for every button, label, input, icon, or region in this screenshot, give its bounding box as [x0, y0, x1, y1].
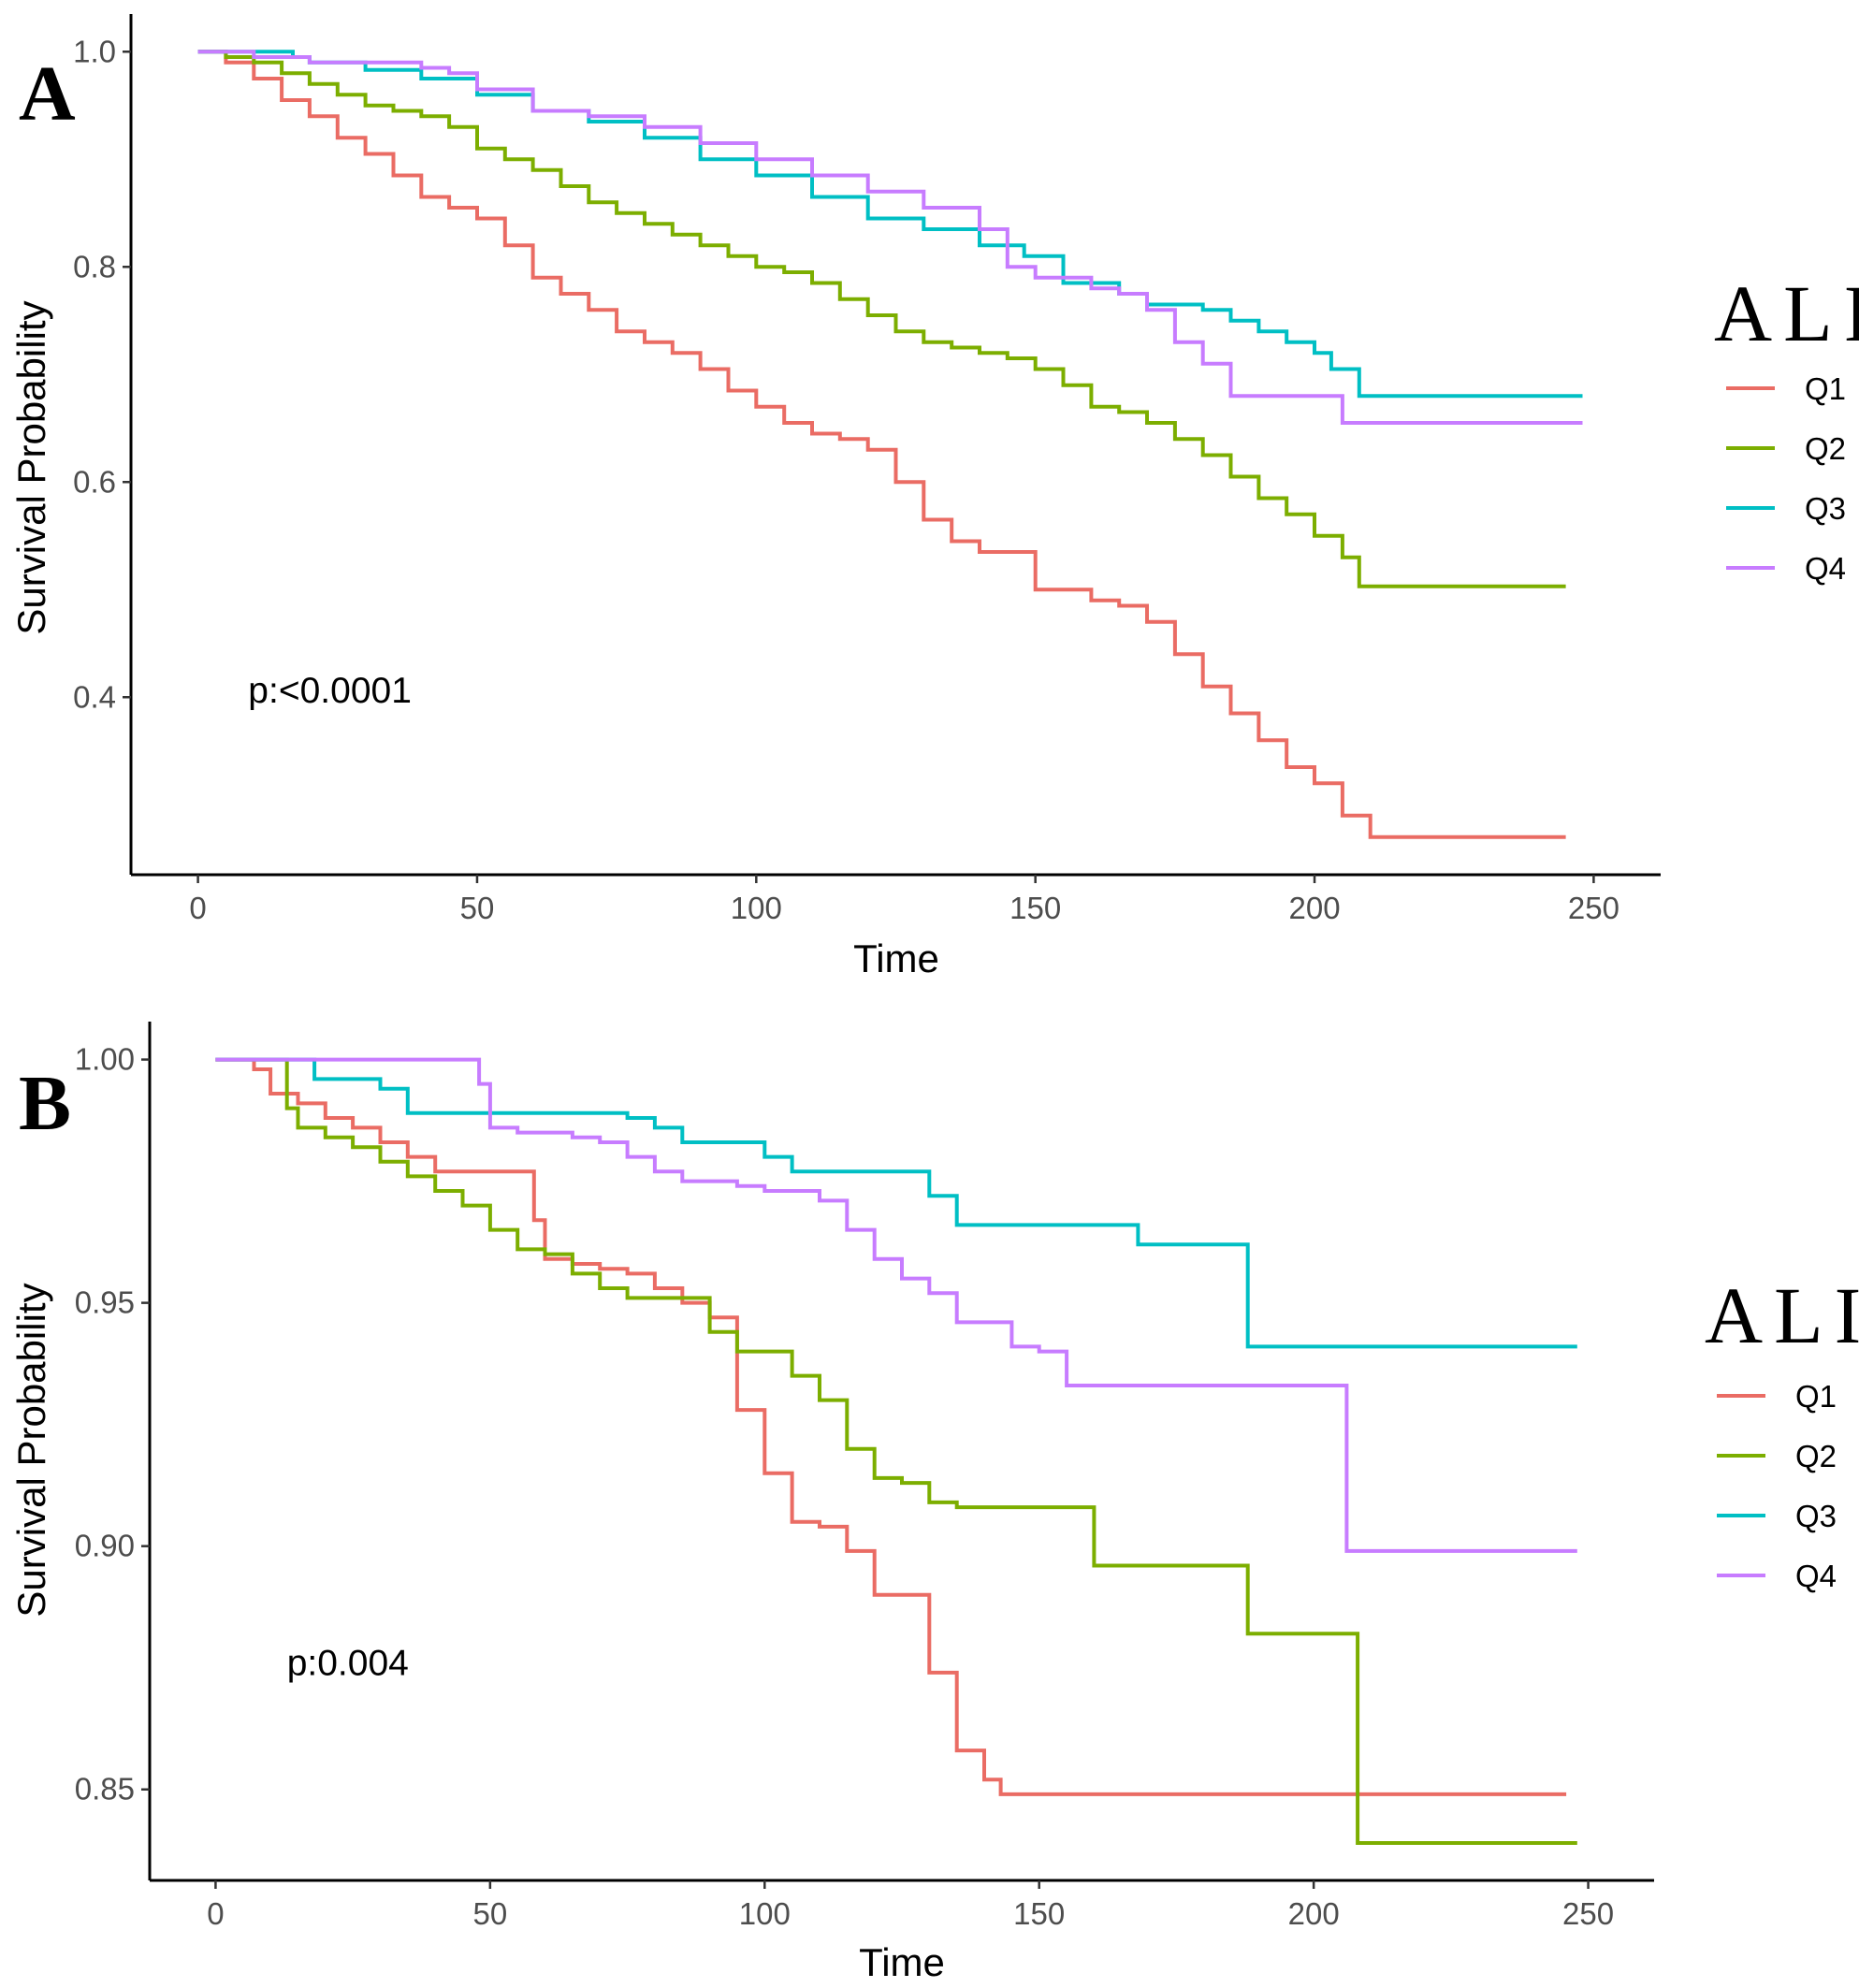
panel-b-series-q2 — [215, 1057, 1577, 1845]
panel-a-y-tick-label: 0.8 — [73, 249, 116, 283]
panel-b-label: B — [19, 1060, 71, 1147]
panel-a-legend-title: ALI — [1714, 268, 1859, 358]
panel-a-x-tick-label: 0 — [189, 891, 206, 925]
panel-a-x-tick-label: 100 — [731, 891, 782, 925]
panel-a-series-q2 — [197, 50, 1566, 588]
panel-b-x-tick-label: 250 — [1562, 1896, 1614, 1931]
panel-b-legend-label-q4: Q4 — [1795, 1559, 1837, 1593]
panel-b-series-q3 — [215, 1057, 1577, 1349]
panel-a-label: A — [19, 51, 76, 138]
panel-b: B Survival Probability Time p:0.004 ALI … — [9, 1022, 1859, 1984]
panel-b-legend-label-q2: Q2 — [1795, 1439, 1837, 1473]
panel-b-y-tick-label: 0.95 — [75, 1285, 135, 1320]
panel-b-x-tick-label: 100 — [739, 1896, 791, 1931]
panel-a-ylabel: Survival Probability — [9, 300, 53, 634]
panel-b-legend-title: ALI — [1705, 1270, 1859, 1360]
panel-a-legend-label-q3: Q3 — [1805, 491, 1846, 526]
panel-a-series-q1 — [197, 50, 1566, 839]
panel-a-y-tick-label: 0.6 — [73, 464, 116, 499]
panel-b-legend-label-q1: Q1 — [1795, 1379, 1837, 1414]
panel-b-x-tick-label: 200 — [1288, 1896, 1340, 1931]
panel-b-y-tick-label: 0.85 — [75, 1772, 135, 1807]
panel-a-x-tick-label: 200 — [1289, 891, 1341, 925]
panel-a-y-tick-label: 1.0 — [73, 34, 116, 68]
panel-b-y-tick-label: 1.00 — [75, 1042, 135, 1077]
panel-b-legend-label-q3: Q3 — [1795, 1499, 1837, 1533]
panel-a-xlabel: Time — [853, 936, 939, 980]
panel-b-y-tick-label: 0.90 — [75, 1529, 135, 1563]
panel-b-series-q1 — [215, 1057, 1567, 1796]
panel-a-series-q4 — [197, 50, 1583, 425]
panel-a-legend-label-q4: Q4 — [1805, 551, 1846, 586]
panel-b-x-tick-label: 50 — [472, 1896, 507, 1931]
panel-a-x-tick-label: 250 — [1568, 891, 1619, 925]
panel-a-series-q3 — [197, 50, 1583, 399]
panel-a-legend-label-q1: Q1 — [1805, 371, 1846, 406]
panel-b-ylabel: Survival Probability — [9, 1283, 53, 1617]
panel-b-xlabel: Time — [859, 1940, 945, 1984]
panel-a-y-tick-label: 0.4 — [73, 679, 116, 714]
panel-b-x-tick-label: 150 — [1013, 1896, 1065, 1931]
panel-a: A Survival Probability Time p:<0.0001 AL… — [9, 14, 1859, 980]
panel-a-x-tick-label: 150 — [1009, 891, 1061, 925]
panel-a-legend-label-q2: Q2 — [1805, 431, 1846, 466]
panel-a-pvalue: p:<0.0001 — [248, 671, 412, 711]
panel-b-pvalue: p:0.004 — [287, 1644, 409, 1684]
panel-b-series-q4 — [215, 1057, 1577, 1553]
panel-b-x-tick-label: 0 — [207, 1896, 224, 1931]
panel-a-x-tick-label: 50 — [460, 891, 495, 925]
